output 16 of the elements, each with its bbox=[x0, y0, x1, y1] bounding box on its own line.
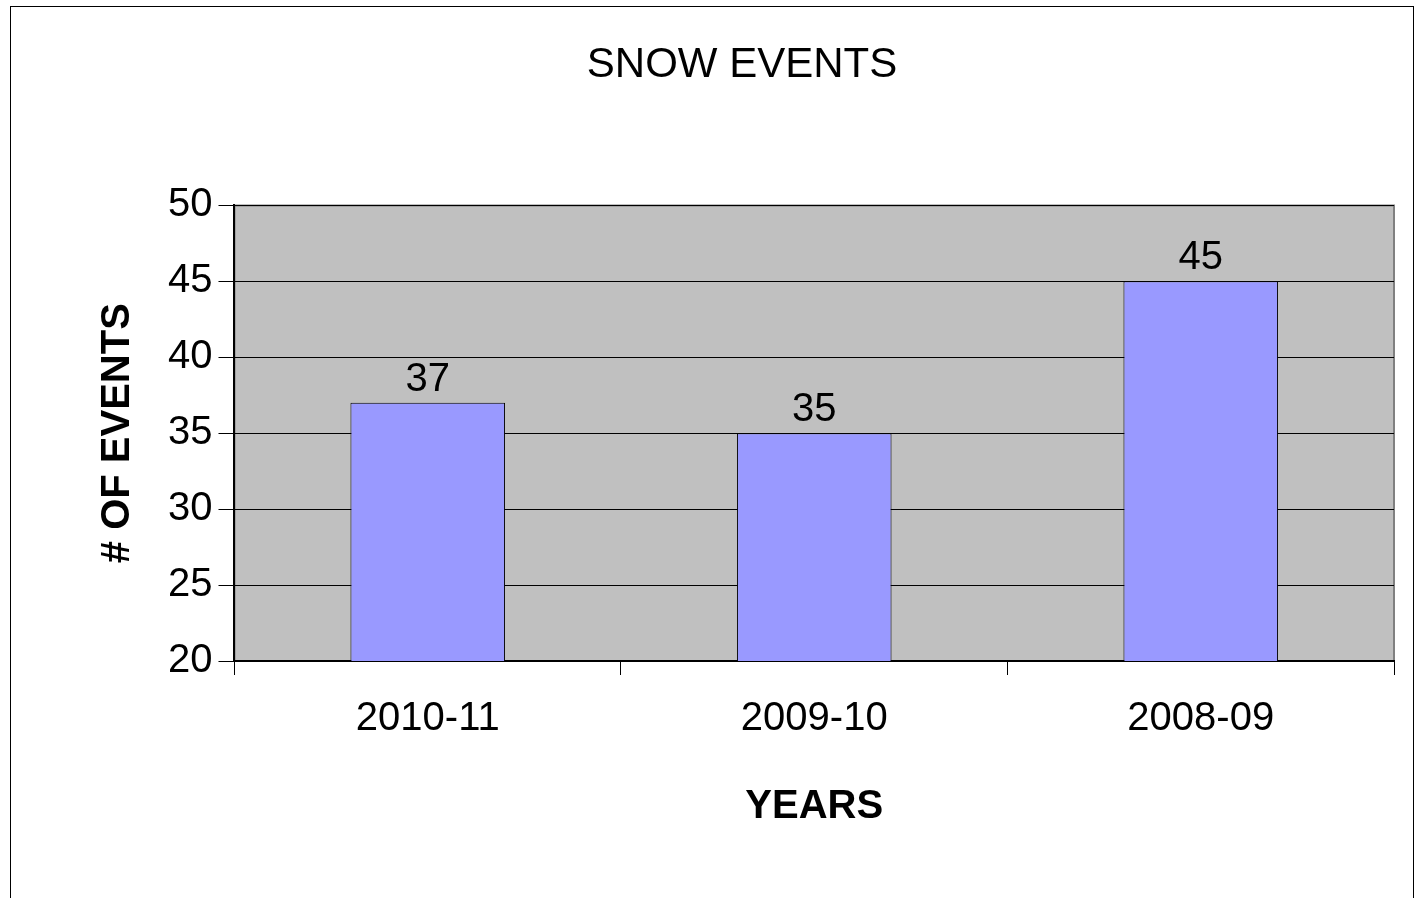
x-axis-title: YEARS bbox=[745, 782, 884, 827]
y-tick-label: 35 bbox=[167, 408, 213, 453]
x-tick-label: 2008-09 bbox=[1127, 694, 1275, 739]
data-label: 37 bbox=[405, 354, 450, 399]
y-tick-label: 40 bbox=[167, 332, 213, 377]
y-tick-label: 25 bbox=[167, 560, 213, 605]
data-label: 35 bbox=[792, 385, 837, 430]
data-label: 45 bbox=[1178, 233, 1223, 278]
y-axis-title: # OF EVENTS bbox=[93, 303, 138, 564]
y-tick-label: 20 bbox=[167, 636, 213, 681]
y-tick-label: 30 bbox=[167, 484, 213, 529]
y-tick-label: 45 bbox=[167, 256, 213, 301]
x-tick-label: 2010-11 bbox=[355, 694, 500, 739]
chart-title: SNOW EVENTS bbox=[586, 38, 898, 86]
x-tick-label: 2009-10 bbox=[740, 694, 888, 739]
y-tick-label: 50 bbox=[167, 180, 213, 225]
